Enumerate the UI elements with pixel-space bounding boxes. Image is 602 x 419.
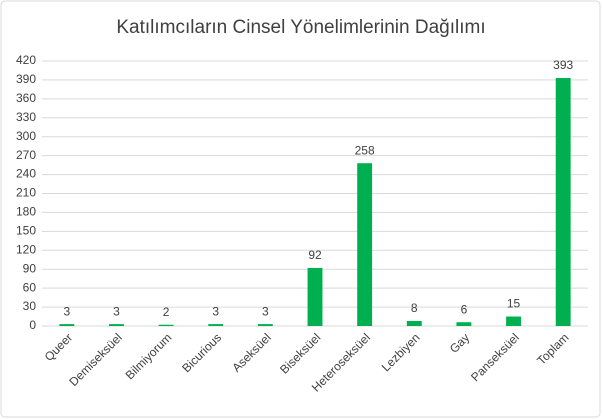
data-label: 393	[553, 58, 573, 72]
chart-title: Katılımcıların Cinsel Yönelimlerinin Dağ…	[116, 17, 485, 38]
y-tick-label: 30	[23, 299, 37, 313]
data-label: 3	[113, 304, 120, 318]
y-tick-label: 270	[16, 148, 36, 162]
y-tick-label: 90	[23, 261, 37, 275]
data-label: 6	[461, 302, 468, 316]
y-tick-label: 420	[16, 53, 36, 67]
bar	[357, 163, 373, 326]
y-tick-label: 300	[16, 129, 36, 143]
data-label: 92	[308, 248, 322, 262]
bar	[208, 324, 224, 326]
data-label: 3	[63, 304, 70, 318]
bar	[109, 324, 124, 326]
y-tick-label: 360	[16, 91, 36, 105]
y-tick-label: 330	[16, 110, 36, 124]
bar	[307, 267, 323, 326]
bar	[158, 324, 174, 326]
data-label: 2	[163, 305, 170, 319]
bar	[257, 324, 273, 326]
data-label: 3	[212, 304, 219, 318]
bar	[555, 78, 571, 327]
bar	[59, 324, 75, 326]
data-label: 3	[262, 304, 269, 318]
y-tick-label: 60	[23, 280, 37, 294]
bar	[406, 320, 422, 326]
y-tick-label: 210	[16, 186, 36, 200]
y-tick-label: 150	[16, 224, 36, 238]
y-tick-label: 180	[16, 205, 36, 219]
y-tick-label: 120	[16, 242, 36, 256]
bar	[506, 316, 521, 326]
data-label: 8	[411, 301, 418, 315]
data-label: 15	[507, 297, 521, 311]
y-tick-label: 390	[16, 72, 36, 86]
y-tick-label: 240	[16, 167, 36, 181]
bar	[456, 322, 472, 326]
data-label: 258	[355, 143, 375, 157]
y-tick-label: 0	[29, 318, 36, 332]
